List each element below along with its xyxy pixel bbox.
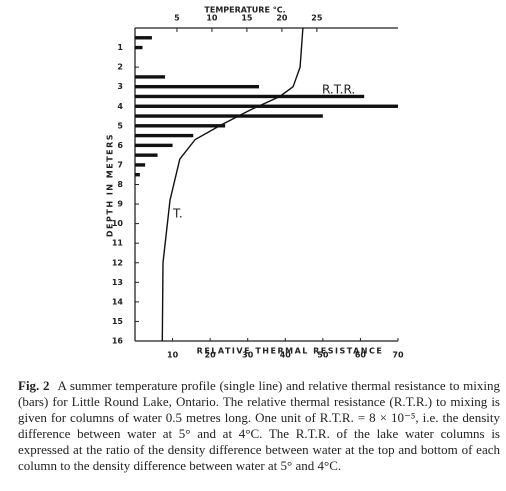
x2-tick-label: 10 bbox=[206, 14, 218, 23]
bar bbox=[135, 124, 226, 128]
caption-label: Fig. 2 bbox=[18, 378, 50, 393]
y-tick-label: 16 bbox=[112, 337, 124, 346]
bar bbox=[135, 45, 143, 50]
x-axis-label: RELATIVE THERMAL RESISTANCE bbox=[197, 347, 384, 356]
bar bbox=[135, 153, 158, 157]
x2-tick-label: 15 bbox=[241, 14, 253, 23]
series-label: R.T.R. bbox=[322, 83, 355, 97]
bar bbox=[135, 84, 259, 89]
y-tick-label: 12 bbox=[112, 258, 123, 267]
y-axis-label: DEPTH IN METERS bbox=[106, 133, 115, 237]
y-tick-label: 8 bbox=[117, 180, 123, 189]
bar bbox=[135, 133, 194, 138]
caption-text: A summer temperature profile (single lin… bbox=[18, 378, 500, 473]
y-tick-label: 1 bbox=[117, 43, 123, 52]
x-tick-label: 50 bbox=[317, 351, 329, 360]
x-tick-label: 60 bbox=[355, 351, 367, 360]
series-label: T. bbox=[172, 207, 183, 221]
y-tick-label: 9 bbox=[117, 200, 123, 209]
y-tick-label: 7 bbox=[117, 160, 123, 169]
bar bbox=[135, 36, 152, 40]
y-tick-label: 4 bbox=[117, 102, 123, 111]
chart: TEMPERATURE °C. RELATIVE THERMAL RESISTA… bbox=[106, 6, 404, 360]
bar bbox=[135, 75, 166, 79]
x2-tick-label: 25 bbox=[311, 14, 323, 23]
x2-axis-label: TEMPERATURE °C. bbox=[204, 6, 285, 15]
bar bbox=[135, 173, 140, 177]
y-tick-label: 6 bbox=[117, 141, 123, 150]
bar bbox=[135, 143, 173, 148]
y-tick-label: 13 bbox=[112, 278, 123, 287]
x2-tick-label: 20 bbox=[276, 14, 288, 23]
bar bbox=[135, 114, 323, 118]
x-tick-label: 30 bbox=[242, 351, 254, 360]
x2-tick-label: 5 bbox=[174, 14, 180, 23]
bar bbox=[135, 104, 398, 108]
x-tick-label: 10 bbox=[167, 351, 179, 360]
y-tick-label: 11 bbox=[112, 239, 124, 248]
x-tick-label: 20 bbox=[205, 351, 217, 360]
bar bbox=[135, 94, 365, 99]
y-tick-label: 2 bbox=[117, 63, 123, 72]
bar bbox=[135, 163, 146, 167]
y-tick-label: 10 bbox=[112, 219, 124, 228]
y-tick-label: 15 bbox=[112, 317, 124, 326]
temperature-line bbox=[161, 27, 304, 342]
y-tick-label: 5 bbox=[117, 121, 123, 130]
x-tick-label: 40 bbox=[280, 351, 292, 360]
x-tick-label: 70 bbox=[392, 351, 404, 360]
y-tick-label: 3 bbox=[117, 82, 123, 91]
y-tick-label: 14 bbox=[112, 297, 124, 306]
